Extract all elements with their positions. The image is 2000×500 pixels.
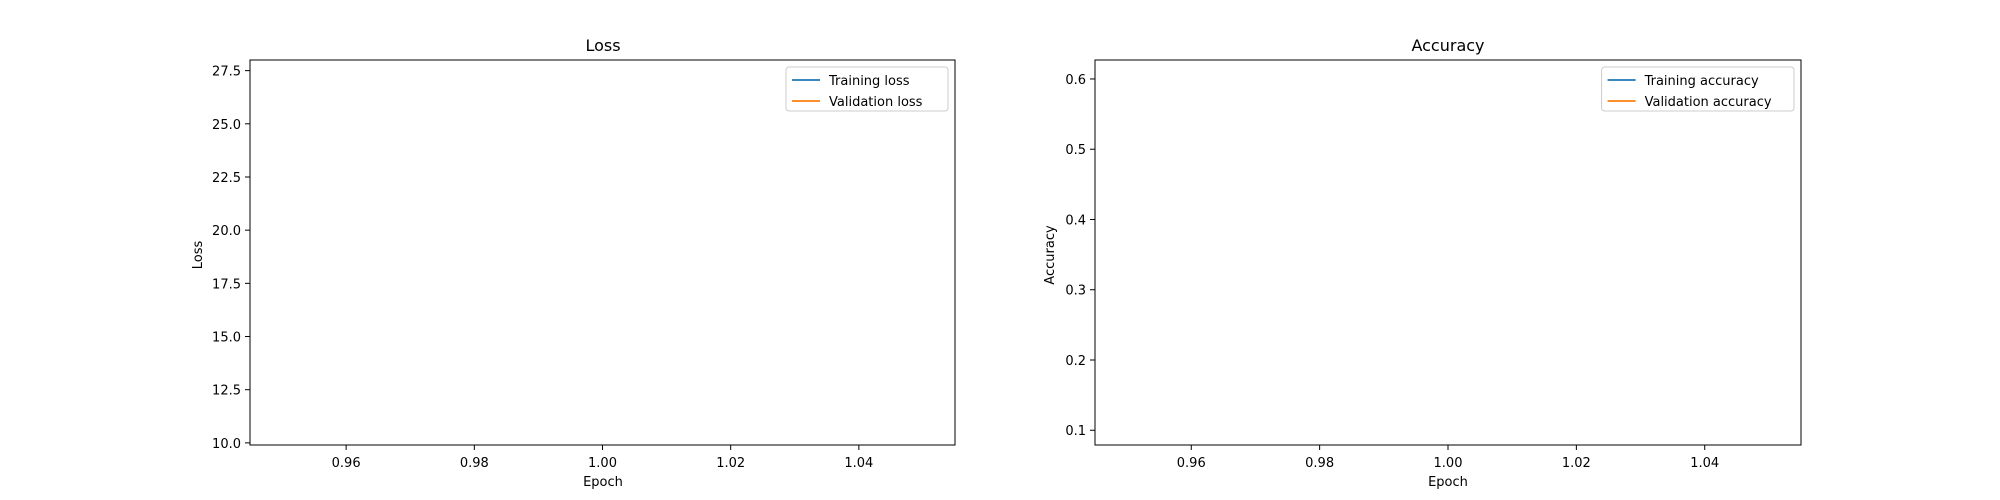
loss-y-tick-label: 22.5: [212, 171, 241, 186]
loss-y-tick-label: 17.5: [212, 277, 241, 292]
accuracy-y-tick-label: 0.4: [1065, 213, 1086, 228]
loss-x-tick-label: 1.02: [716, 456, 745, 471]
accuracy-x-axis-label: Epoch: [1428, 475, 1468, 490]
loss-x-tick-label: 1.00: [588, 456, 617, 471]
loss-y-tick-label: 27.5: [212, 65, 241, 80]
loss-x-tick-label: 0.96: [332, 456, 361, 471]
accuracy-chart: Accuracy 0.96 0.98 1.00 1.02 1.040.10.20.30.…: [1043, 36, 1802, 490]
accuracy-x-tick-label: 0.98: [1305, 456, 1334, 471]
accuracy-y-axis-label: Accuracy: [1043, 225, 1058, 285]
loss-legend-box: [785, 66, 949, 112]
loss-plot-area: 0.96 0.98 1.00 1.02 1.04 10.0 12.5 15.0 17.5 20.0…: [212, 59, 956, 471]
loss-x-tick-label: 0.98: [460, 456, 489, 471]
accuracy-y-tick-label: 0.2: [1065, 354, 1086, 369]
loss-x-axis-label: Epoch: [583, 475, 623, 490]
accuracy-plot-area: 0.96 0.98 1.00 1.02 1.04 0.1 0.2 0.3 0.4 0.5 0.6 Tr…: [1065, 59, 1802, 471]
loss-y-tick-label: 20.0: [212, 224, 241, 239]
loss-chart: Loss 0.96 0.98 1.00 1.02 1.04 10.0 12.5 15.0 17.…: [191, 36, 956, 490]
loss-y-tick-label: 10.0: [212, 437, 241, 452]
loss-y-axis-label: Loss: [191, 241, 206, 270]
accuracy-legend-label: Training accuracy: [1644, 74, 1759, 89]
accuracy-x-tick-label: 1.02: [1562, 456, 1591, 471]
loss-legend-label: Validation loss: [829, 95, 923, 110]
loss-y-tick-label: 25.0: [212, 118, 241, 133]
accuracy-legend-label: Validation accuracy: [1645, 95, 1772, 110]
accuracy-x-tick-label: 1.04: [1690, 456, 1719, 471]
accuracy-y-tick-label: 0.5: [1065, 143, 1086, 158]
loss-y-tick-label: 12.5: [212, 384, 241, 399]
accuracy-y-tick-label: 0.1: [1065, 424, 1086, 439]
accuracy-chart-title: Accuracy: [1411, 36, 1484, 55]
accuracy-x-tick-label: 1.00: [1434, 456, 1463, 471]
accuracy-legend: Training accuracy Validation accuracy: [1601, 66, 1795, 112]
loss-legend-label: Training loss: [828, 74, 910, 89]
loss-x-tick-label: 1.04: [844, 456, 873, 471]
loss-y-tick-label: 15.0: [212, 331, 241, 346]
loss-legend: Training loss Validation loss: [785, 66, 949, 112]
accuracy-legend-box: [1601, 66, 1795, 112]
accuracy-y-tick-label: 0.6: [1065, 73, 1086, 88]
accuracy-x-tick-label: 0.96: [1177, 456, 1206, 471]
accuracy-y-tick-label: 0.3: [1065, 284, 1086, 299]
loss-chart-title: Loss: [585, 36, 620, 55]
